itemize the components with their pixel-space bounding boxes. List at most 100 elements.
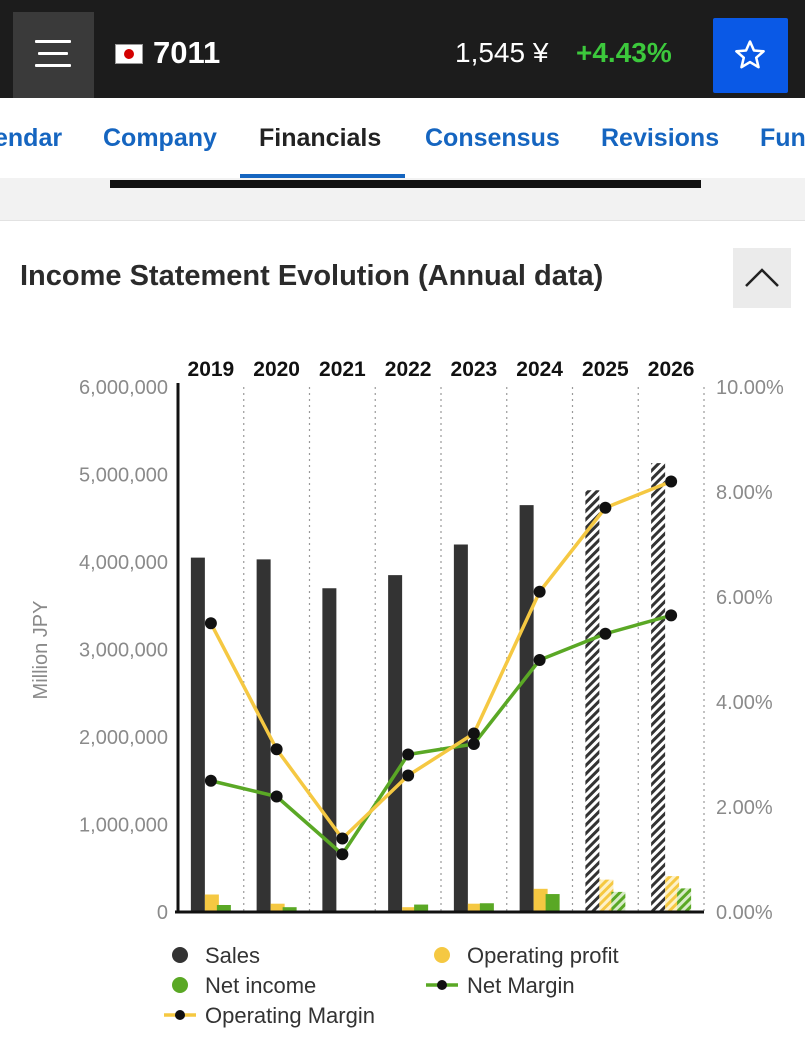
tab-consensus[interactable]: Consensus: [425, 124, 560, 152]
top-bar: 7011 1,545 ¥ +4.43%: [0, 0, 805, 98]
net-income-bar: [677, 888, 692, 912]
year-label: 2022: [385, 358, 432, 381]
chevron-up-icon: [745, 268, 779, 287]
operating-margin-point: [599, 501, 612, 514]
tab-revisions[interactable]: Revisions: [601, 124, 720, 152]
y-tick-label: 2,000,000: [79, 727, 168, 749]
operating-margin-point: [467, 727, 480, 740]
tab-calendar[interactable]: endar: [0, 124, 63, 152]
price-change: +4.43%: [576, 37, 672, 68]
sales-bar: [519, 505, 534, 912]
legend-label: Net Margin: [467, 973, 575, 998]
year-label: 2020: [253, 358, 300, 381]
sales-bar: [322, 588, 337, 912]
y2-tick-label: 0.00%: [716, 902, 773, 924]
net-margin-point: [204, 774, 217, 787]
section-tabs: endar Company Financials Consensus Revis…: [0, 98, 805, 178]
y2-tick-label: 2.00%: [716, 797, 773, 819]
y-tick-label: 4,000,000: [79, 552, 168, 574]
legend-marker: [172, 947, 188, 963]
year-label: 2019: [188, 358, 235, 381]
year-label: 2023: [451, 358, 498, 381]
active-tab-indicator: [240, 174, 405, 178]
y-tick-label: 3,000,000: [79, 640, 168, 662]
y-axis-title: Million JPY: [30, 601, 52, 700]
legend-marker: [434, 947, 450, 963]
operating-profit-bar: [599, 879, 614, 912]
operating-margin-point: [270, 743, 283, 756]
operating-margin-point: [204, 617, 217, 630]
operating-profit-bar: [270, 903, 285, 912]
margin-lines: [204, 475, 678, 861]
net-margin-point: [665, 609, 678, 622]
bars: [190, 463, 692, 912]
net-margin-line: [210, 613, 672, 856]
operating-profit-bar: [665, 876, 680, 912]
operating-profit-bar: [467, 903, 482, 912]
operating-margin-point: [533, 585, 546, 598]
sales-bar: [256, 559, 271, 912]
legend-label: Sales: [205, 943, 260, 968]
legend-label: Operating profit: [467, 943, 619, 968]
y2-tick-label: 8.00%: [716, 482, 773, 504]
net-income-bar: [611, 891, 626, 912]
sales-bar: [190, 557, 205, 912]
axis-labels: 2019 2020 2021 2022 2023 2024 2025 2026 0 1,000,0…: [30, 358, 784, 924]
sales-bar: [585, 490, 600, 912]
tab-financials[interactable]: Financials: [259, 124, 382, 152]
year-label: 2026: [648, 358, 695, 381]
net-margin-point: [402, 748, 415, 761]
star-icon: [735, 40, 765, 69]
card-title: Income Statement Evolution (Annual data): [20, 260, 604, 292]
stock-price: 1,545 ¥: [455, 37, 549, 68]
y-tick-label: 0: [157, 902, 168, 924]
y2-tick-label: 10.00%: [716, 377, 784, 399]
menu-button[interactable]: [13, 12, 94, 98]
y-tick-label: 1,000,000: [79, 815, 168, 837]
net-income-bar: [545, 894, 560, 912]
legend: Sales Operating profit Net income Net Margi…: [164, 943, 619, 1028]
legend-label: Operating Margin: [205, 1003, 375, 1028]
operating-profit-bar: [533, 888, 548, 912]
y-tick-label: 5,000,000: [79, 465, 168, 487]
axes: [175, 383, 704, 914]
net-income-bar: [216, 905, 231, 912]
year-label: 2024: [516, 358, 563, 381]
operating-profit-bar: [402, 907, 417, 912]
collapse-button[interactable]: [733, 248, 791, 308]
net-margin-point: [336, 848, 349, 861]
favorite-button[interactable]: [713, 18, 788, 93]
y2-tick-label: 4.00%: [716, 692, 773, 714]
operating-margin-point: [336, 832, 349, 845]
net-margin-point: [533, 654, 546, 666]
media-strip: [110, 180, 701, 188]
sales-bar: [453, 544, 468, 912]
grid-lines: [243, 387, 705, 912]
currency-symbol: ¥: [532, 37, 549, 68]
y-tick-label: 6,000,000: [79, 377, 168, 399]
operating-margin-point: [665, 475, 678, 488]
net-margin-point: [599, 627, 612, 640]
legend-marker: [437, 980, 447, 990]
net-income-bar: [282, 907, 297, 912]
income-chart: 2019 2020 2021 2022 2023 2024 2025 2026 0 1,000,0…: [30, 358, 784, 1028]
operating-profit-bar: [204, 894, 219, 912]
net-margin-point: [467, 738, 480, 750]
japan-flag-icon: [115, 44, 143, 64]
legend-label: Net income: [205, 973, 316, 998]
legend-marker: [172, 977, 188, 993]
operating-margin-point: [402, 769, 415, 782]
net-income-bar: [414, 904, 429, 912]
ticker-symbol: 7011: [153, 35, 221, 70]
net-margin-point: [270, 790, 283, 803]
menu-icon: [35, 40, 71, 43]
operating-margin-line: [209, 479, 672, 841]
net-income-bar: [479, 903, 494, 912]
sales-bar: [651, 463, 666, 912]
legend-marker: [175, 1010, 185, 1020]
year-label: 2025: [582, 358, 629, 381]
y2-tick-label: 6.00%: [716, 587, 773, 609]
tab-company[interactable]: Company: [103, 124, 217, 152]
tab-fundamentals[interactable]: Fun: [760, 124, 805, 152]
year-label: 2021: [319, 358, 366, 381]
